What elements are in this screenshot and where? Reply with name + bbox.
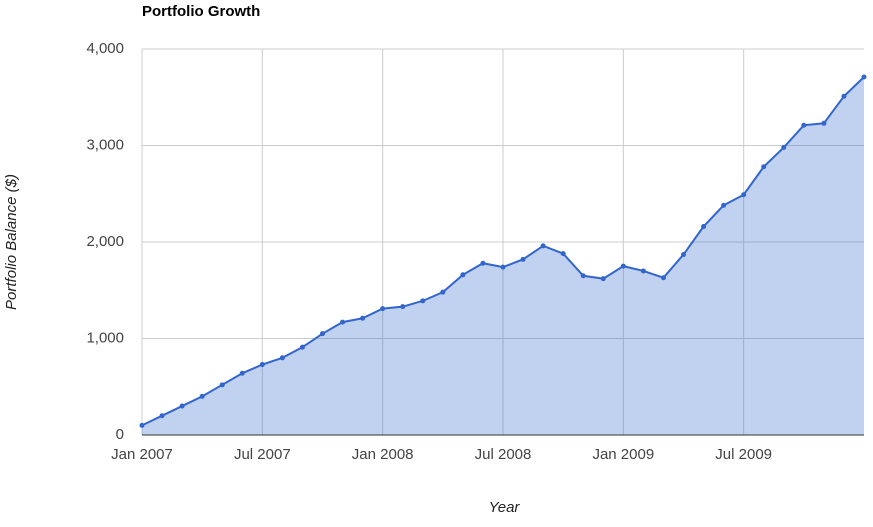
x-tick-label: Jul 2009 bbox=[715, 446, 772, 463]
data-point bbox=[279, 355, 285, 361]
y-tick-label: 4,000 bbox=[86, 40, 124, 57]
y-tick-label: 3,000 bbox=[86, 136, 124, 153]
data-point bbox=[340, 319, 346, 325]
data-point bbox=[681, 252, 686, 258]
x-axis-label: Year bbox=[489, 499, 521, 516]
data-point bbox=[159, 413, 165, 419]
y-tick-label: 2,000 bbox=[86, 233, 124, 250]
x-tick-label: Jul 2008 bbox=[475, 446, 532, 463]
data-point bbox=[440, 289, 446, 295]
x-tick-label: Jul 2007 bbox=[234, 446, 291, 463]
data-point bbox=[460, 272, 466, 278]
data-point bbox=[199, 393, 205, 399]
data-point bbox=[841, 93, 847, 99]
data-point bbox=[640, 268, 646, 274]
data-point bbox=[821, 120, 827, 126]
data-point bbox=[239, 370, 245, 376]
data-point bbox=[660, 275, 666, 281]
y-axis-label: Portfolio Balance ($) bbox=[3, 174, 20, 310]
y-tick-label: 0 bbox=[116, 426, 124, 443]
area-fill bbox=[142, 76, 864, 436]
data-point bbox=[721, 202, 727, 208]
data-point bbox=[139, 422, 145, 428]
data-point bbox=[500, 264, 506, 270]
data-point bbox=[701, 224, 707, 230]
x-tick-label: Jan 2007 bbox=[111, 446, 173, 463]
data-point bbox=[761, 164, 767, 170]
data-point bbox=[520, 256, 526, 262]
data-point bbox=[580, 273, 586, 279]
data-point bbox=[420, 298, 426, 304]
data-point bbox=[600, 276, 606, 282]
data-point bbox=[801, 122, 807, 128]
data-point bbox=[540, 243, 546, 249]
data-point bbox=[480, 260, 486, 266]
data-point bbox=[219, 382, 225, 388]
data-point bbox=[781, 144, 787, 150]
data-point bbox=[259, 362, 265, 368]
data-point bbox=[620, 263, 626, 269]
data-point bbox=[741, 192, 747, 198]
data-point bbox=[179, 403, 185, 409]
x-tick-label: Jan 2009 bbox=[592, 446, 654, 463]
data-point bbox=[380, 306, 386, 312]
data-point bbox=[560, 251, 566, 257]
data-point bbox=[320, 331, 325, 337]
data-point bbox=[861, 74, 867, 80]
data-point bbox=[400, 304, 406, 310]
chart-title: Portfolio Growth bbox=[142, 3, 260, 20]
y-tick-label: 1,000 bbox=[86, 329, 124, 346]
data-point bbox=[299, 344, 305, 350]
data-point bbox=[360, 315, 366, 321]
x-tick-label: Jan 2008 bbox=[352, 446, 414, 463]
